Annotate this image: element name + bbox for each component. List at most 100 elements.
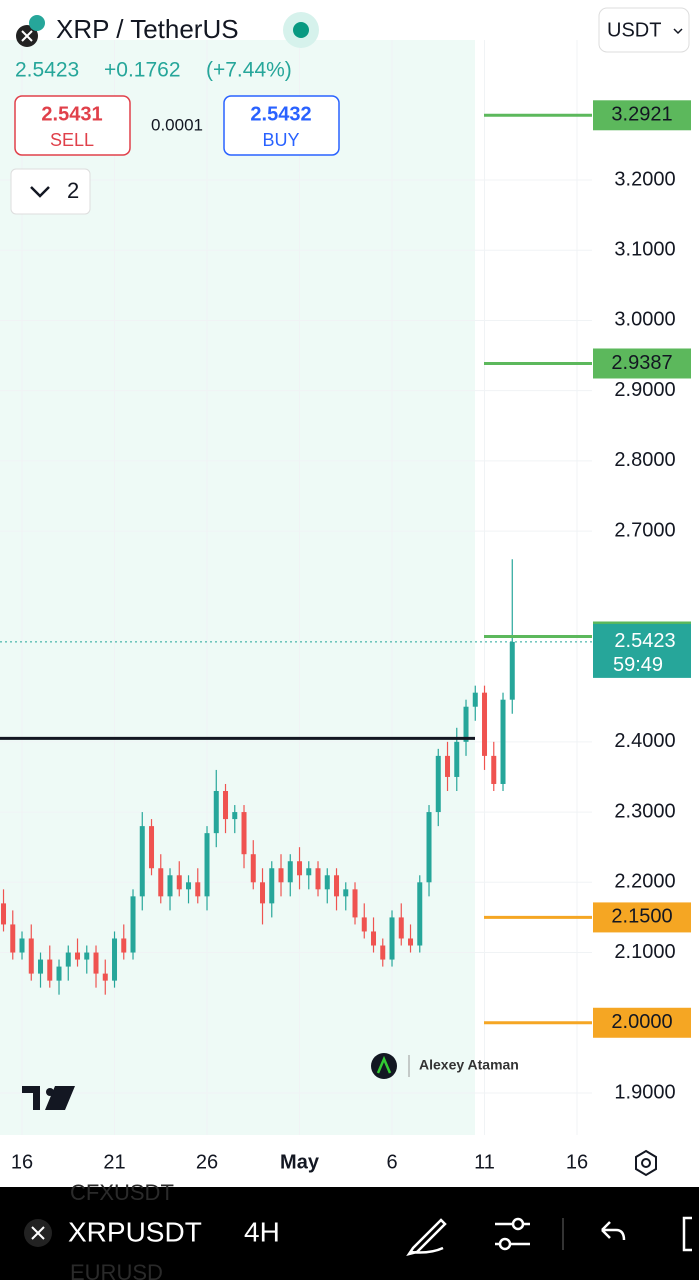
- watermark: Alexey Ataman: [419, 1057, 519, 1073]
- candle-body: [65, 952, 71, 967]
- indicators-toggle[interactable]: [10, 168, 91, 215]
- candle-body: [232, 812, 238, 820]
- sell-button[interactable]: [14, 95, 131, 156]
- candle-body: [482, 692, 488, 756]
- candle-body: [195, 882, 201, 897]
- candle-body: [334, 875, 340, 897]
- candle-body: [500, 699, 506, 784]
- y-tick-label: 2.3000: [614, 800, 675, 822]
- candle-body: [112, 938, 118, 981]
- buy-button[interactable]: [223, 95, 340, 156]
- x-tick-label: 6: [386, 1151, 397, 1173]
- candle-body: [56, 966, 62, 981]
- candle-body: [1, 903, 7, 925]
- candle-body: [213, 790, 219, 834]
- candle-body: [38, 959, 44, 974]
- candle-body: [278, 868, 284, 883]
- x-tick-label: May: [280, 1151, 320, 1173]
- y-tick-label: 2.8000: [614, 449, 675, 471]
- candle-body: [250, 854, 256, 883]
- ghost-symbol: EURUSD: [70, 1260, 163, 1280]
- candle-body: [417, 882, 423, 946]
- candle-body: [408, 938, 414, 946]
- candle-body: [352, 889, 358, 918]
- y-tick-label: 2.4000: [614, 730, 675, 752]
- candle-body: [315, 868, 321, 890]
- candle-body: [426, 812, 432, 883]
- candle-body: [19, 938, 25, 953]
- candle-body: [454, 741, 460, 777]
- candle-body: [10, 924, 16, 953]
- candle-body: [176, 875, 182, 890]
- candle-body: [472, 692, 478, 707]
- y-tick-label: 3.0000: [614, 309, 675, 331]
- candle-body: [186, 882, 192, 890]
- candle-body: [297, 861, 303, 876]
- candle-body: [102, 973, 108, 981]
- candle-body: [343, 889, 349, 897]
- candle-body: [28, 938, 34, 974]
- candle-body: [371, 931, 377, 946]
- level-label-box: [593, 100, 691, 131]
- candle-body: [204, 833, 210, 897]
- level-label: 2.1500: [611, 906, 672, 928]
- y-tick-label: 3.2000: [614, 168, 675, 190]
- last-price-box: [593, 623, 691, 678]
- candle-body: [84, 952, 90, 960]
- y-tick-label: 2.9000: [614, 379, 675, 401]
- candle-body: [130, 896, 136, 953]
- candle-body: [389, 917, 395, 960]
- x-tick-label: 26: [196, 1151, 218, 1173]
- candle-body: [223, 790, 229, 820]
- candle-body: [167, 875, 173, 897]
- candle-body: [445, 755, 451, 777]
- last-price-label: 2.5423: [614, 630, 675, 652]
- x-tick-label: 16: [566, 1151, 588, 1173]
- candle-body: [93, 952, 99, 974]
- buy-price: 2.5432: [250, 103, 311, 125]
- buy-label: BUY: [262, 130, 299, 150]
- toolbar-interval[interactable]: 4H: [244, 1216, 280, 1247]
- candle-body: [75, 952, 81, 960]
- candle-body: [491, 755, 497, 784]
- countdown: 59:49: [613, 654, 663, 676]
- level-label-box: [593, 902, 691, 933]
- candle-body: [380, 945, 386, 960]
- y-tick-label: 2.7000: [614, 519, 675, 541]
- level-label: 2.9387: [611, 352, 672, 374]
- candle-body: [306, 868, 312, 876]
- spread: 0.0001: [151, 115, 203, 134]
- symbol-title[interactable]: XRP / TetherUS: [56, 14, 239, 44]
- candle-body: [149, 826, 155, 869]
- level-label-box: [593, 1007, 691, 1038]
- currency[interactable]: USDT: [607, 19, 661, 41]
- toolbar: [0, 1187, 699, 1280]
- candle-body: [361, 917, 367, 932]
- candle-body: [269, 868, 275, 904]
- y-tick-label: 3.1000: [614, 238, 675, 260]
- candle-body: [241, 812, 247, 855]
- change: +0.1762: [104, 59, 181, 82]
- price: 2.5423: [15, 59, 79, 82]
- level-label: 3.2921: [611, 104, 672, 126]
- x-tick-label: 16: [11, 1151, 33, 1173]
- sell-label: SELL: [50, 130, 94, 150]
- candle-body: [398, 917, 404, 939]
- candle-body: [463, 706, 469, 742]
- y-tick-label: 1.9000: [614, 1081, 675, 1103]
- ghost-symbol: CFXUSDT: [70, 1180, 174, 1205]
- level-label-box: [593, 348, 691, 379]
- sell-price: 2.5431: [41, 103, 102, 125]
- candle-body: [509, 641, 515, 700]
- y-tick-label: 2.2000: [614, 871, 675, 893]
- level-label: 2.0000: [611, 1011, 672, 1033]
- candle-body: [260, 882, 266, 904]
- change-pct: (+7.44%): [206, 59, 292, 82]
- candle-body: [287, 861, 293, 883]
- candle-body: [47, 959, 53, 981]
- candle-body: [435, 755, 441, 813]
- candle-body: [139, 826, 145, 897]
- toolbar-symbol[interactable]: XRPUSDT: [68, 1216, 202, 1247]
- y-tick-label: 2.1000: [614, 941, 675, 963]
